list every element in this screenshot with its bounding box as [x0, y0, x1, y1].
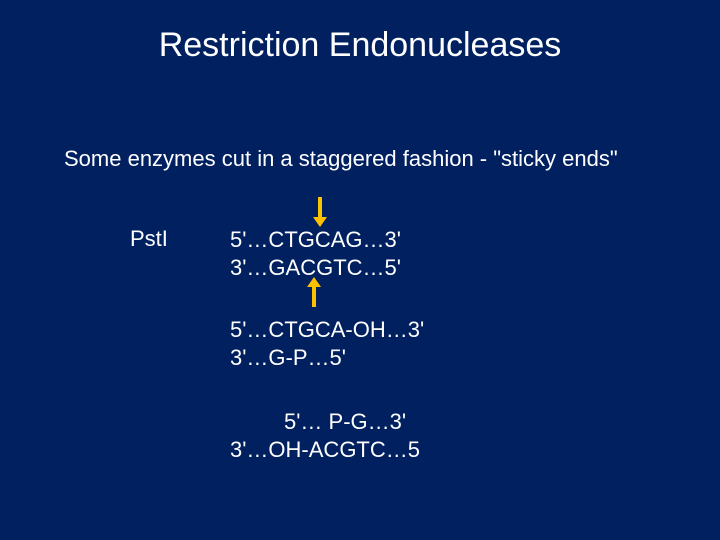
sequence-top: 5'…CTGCAG…3': [230, 226, 401, 254]
sequence-top: 5'…CTGCA-OH…3': [230, 316, 424, 344]
slide-title: Restriction Endonucleases: [0, 0, 720, 65]
enzyme-name: PstI: [130, 226, 168, 252]
slide-subtitle: Some enzymes cut in a staggered fashion …: [64, 146, 618, 172]
sequence-bottom: 3'…OH-ACGTC…5: [230, 436, 420, 464]
sequence-top: 5'… P-G…3': [230, 408, 420, 436]
cut-arrow-down-icon: [313, 197, 327, 227]
sequence-pair-2: 5'…CTGCA-OH…3' 3'…G-P…5': [230, 316, 424, 371]
sequence-pair-3: 5'… P-G…3' 3'…OH-ACGTC…5: [230, 408, 420, 463]
cut-arrow-up-icon: [307, 277, 321, 307]
sequence-bottom: 3'…G-P…5': [230, 344, 424, 372]
sequence-pair-1: 5'…CTGCAG…3' 3'…GACGTC…5': [230, 226, 401, 281]
